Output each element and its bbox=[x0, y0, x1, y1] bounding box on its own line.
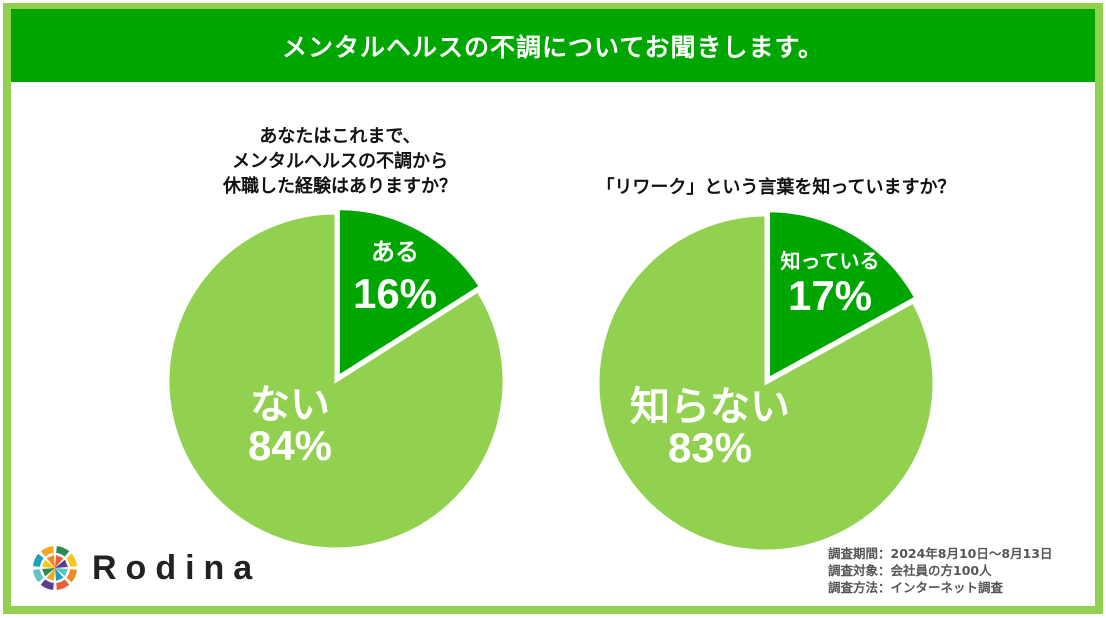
logo-segment bbox=[33, 553, 44, 567]
logo-segment bbox=[66, 569, 77, 583]
logo-aperture bbox=[46, 555, 55, 568]
logo-aperture bbox=[42, 559, 55, 568]
survey-notes: 調査期間：2024年8月10日～8月13日 調査対象：会社員の方100人 調査方… bbox=[828, 545, 1052, 596]
slice-label-shitteiru: 知っている bbox=[780, 251, 880, 273]
logo-text: Rodina bbox=[92, 548, 262, 587]
survey-method: 調査方法：インターネット調査 bbox=[828, 580, 1004, 595]
logo-segment bbox=[56, 579, 70, 590]
slice-value-nai: 84% bbox=[247, 422, 333, 469]
slice-label-nai: ない bbox=[250, 383, 330, 427]
logo-segment bbox=[33, 569, 44, 583]
survey-period: 調査期間：2024年8月10日～8月13日 bbox=[828, 546, 1053, 561]
pie-slice bbox=[166, 211, 506, 551]
logo-aperture bbox=[55, 555, 64, 568]
slice-value-shitteiru: 17% bbox=[787, 272, 873, 319]
slice-value-aru: 16% bbox=[352, 270, 438, 317]
logo-aperture bbox=[42, 568, 55, 577]
slice-label-aru: ある bbox=[371, 239, 419, 266]
rodina-logo: Rodina bbox=[32, 545, 261, 591]
logo-aperture bbox=[55, 559, 68, 568]
pie-slice bbox=[767, 209, 918, 382]
survey-target: 調査対象：会社員の方100人 bbox=[828, 563, 992, 578]
question-line: あなたはこれまで、 bbox=[259, 126, 421, 147]
slice-value-shiranai: 83% bbox=[667, 424, 753, 471]
chart2-question: 「リワーク」という言葉を知っていますか？ bbox=[566, 175, 986, 200]
logo-mark-icon bbox=[33, 546, 77, 590]
pie-slice bbox=[336, 207, 483, 380]
logo-segment bbox=[66, 553, 77, 567]
logo-aperture bbox=[46, 568, 55, 581]
logo-aperture bbox=[55, 568, 68, 577]
question-line: 休職した経験はありますか？ bbox=[223, 176, 457, 197]
page-frame bbox=[3, 3, 1103, 614]
question-line: 「リワーク」という言葉を知っていますか？ bbox=[596, 177, 956, 198]
page-title: メンタルヘルスの不調についてお聞きします。 bbox=[11, 9, 1095, 82]
logo-aperture bbox=[55, 568, 64, 581]
slice-label-shiranai: 知らない bbox=[630, 385, 790, 429]
question-line: メンタルヘルスの不調から bbox=[232, 151, 448, 172]
logo-segment bbox=[56, 546, 70, 557]
logo-segment bbox=[40, 546, 54, 557]
logo-segment bbox=[40, 579, 54, 590]
pie-slice bbox=[596, 213, 936, 553]
chart1-question: あなたはこれまで、 メンタルヘルスの不調から 休職した経験はありますか？ bbox=[180, 124, 500, 199]
